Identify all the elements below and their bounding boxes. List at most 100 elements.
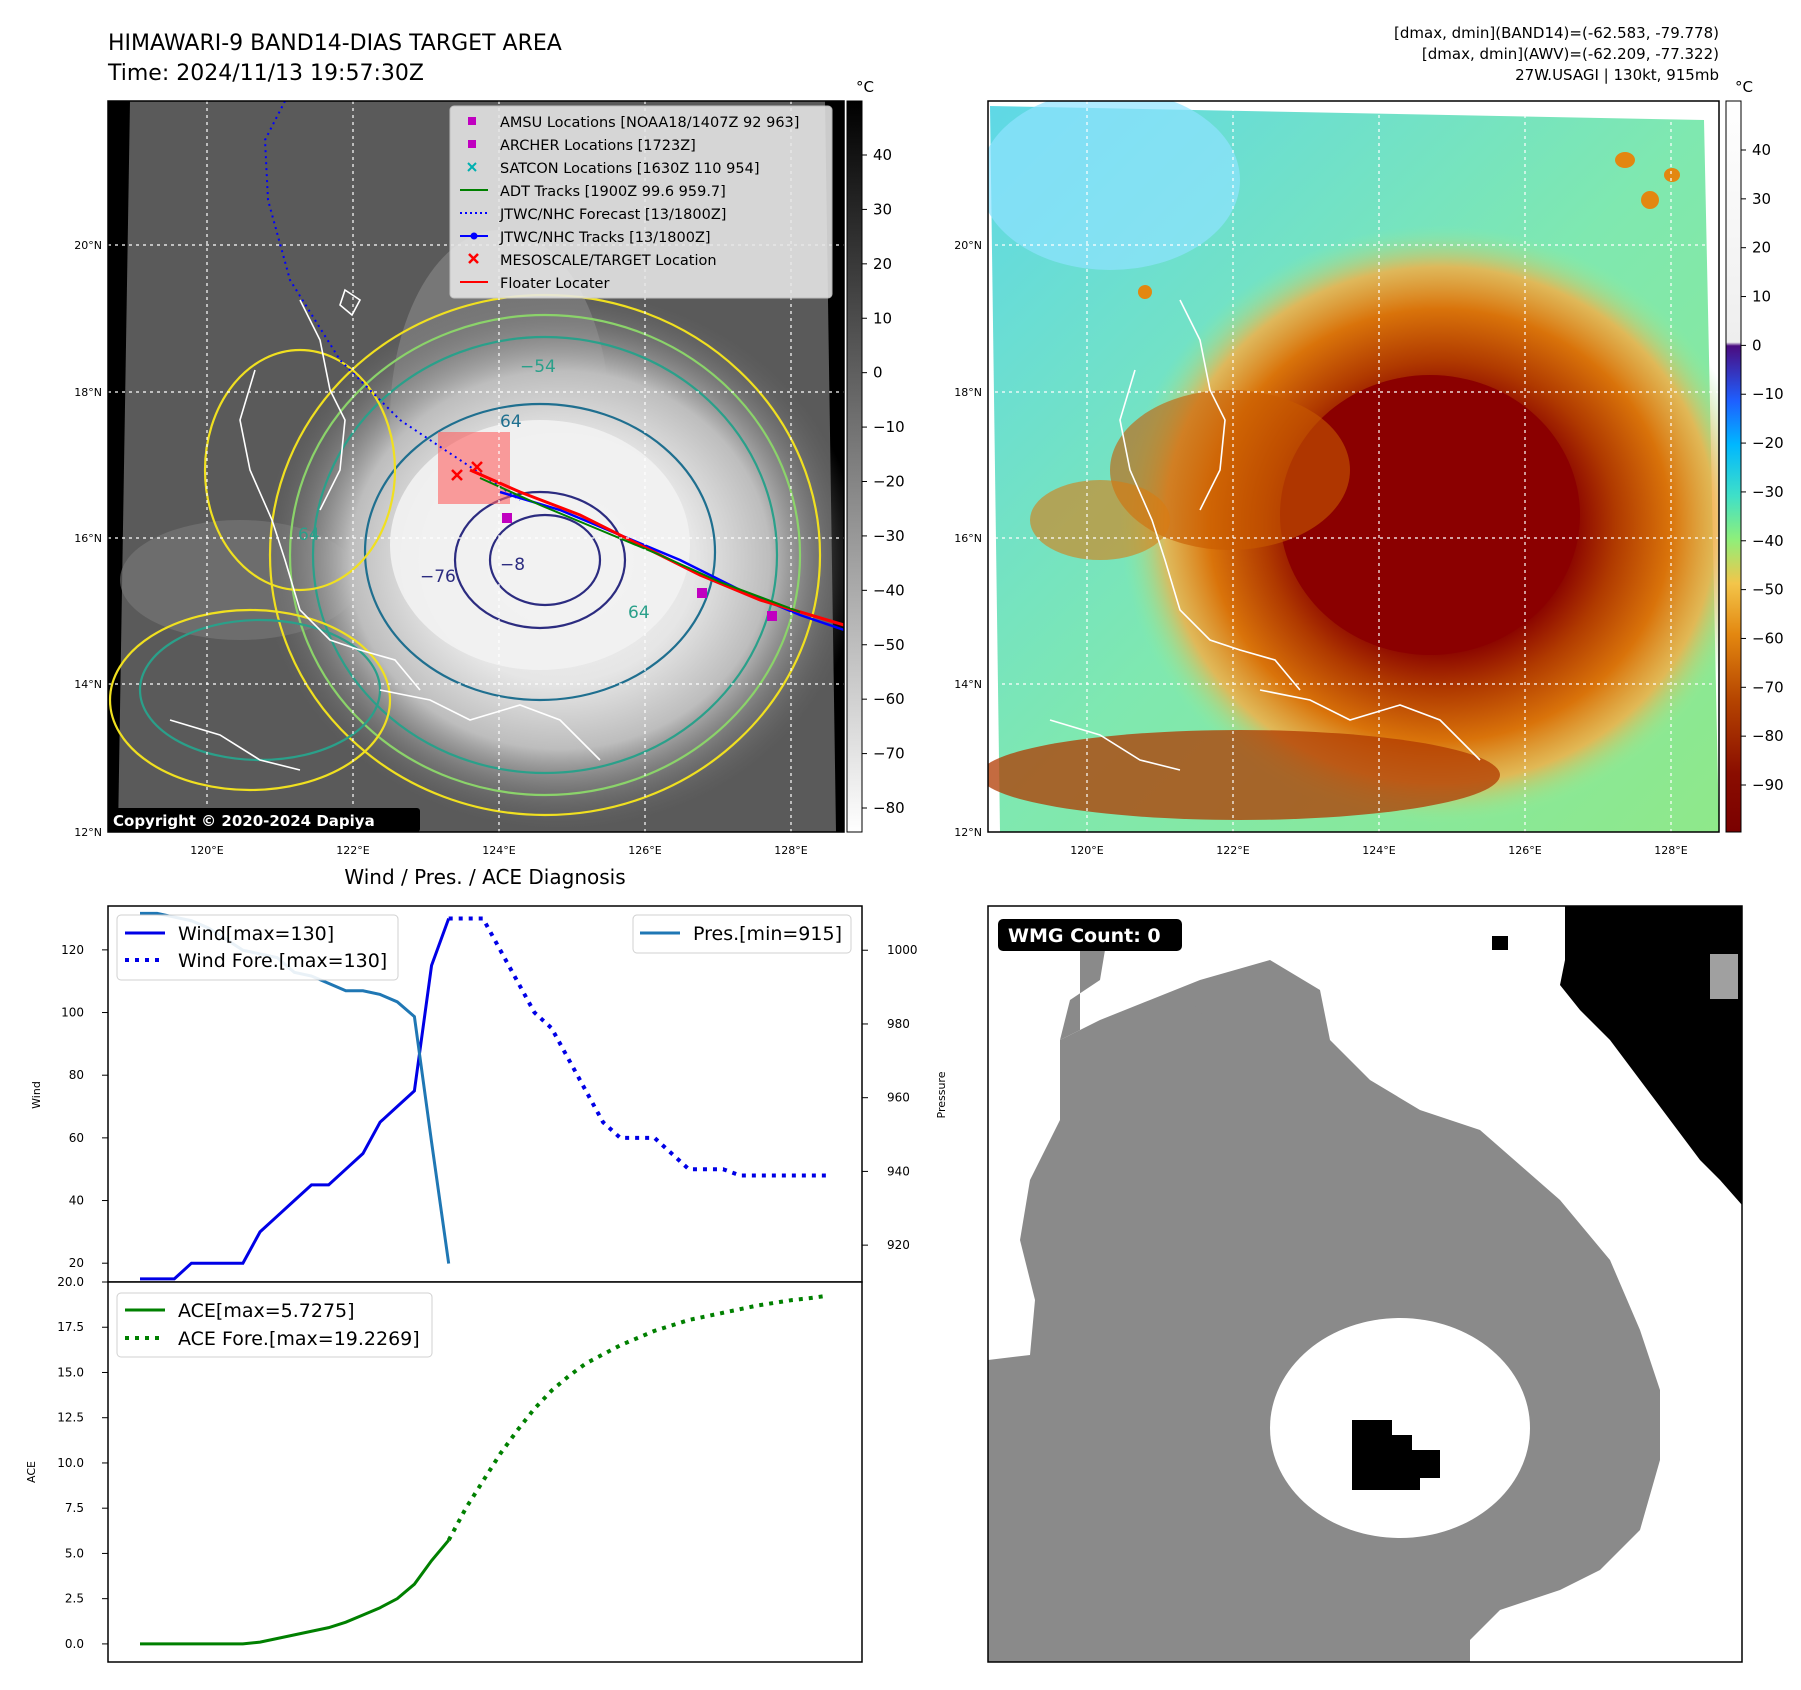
legend-label: ACE[max=5.7275] — [178, 1300, 355, 1322]
lon-tick-label: 122°E — [1216, 844, 1249, 857]
y-tick-label: 15.0 — [57, 1365, 84, 1379]
y-tick-label: 7.5 — [65, 1501, 84, 1515]
colorbar-tick-label: −10 — [1752, 385, 1784, 403]
y-tick-label: 0.0 — [65, 1637, 84, 1651]
lon-tick-label: 120°E — [190, 844, 223, 857]
info-line1: [dmax, dmin](BAND14)=(-62.583, -79.778) — [1394, 24, 1719, 42]
colorbar-tick-label: 0 — [1752, 336, 1762, 354]
pressure-legend: Pres.[min=915] — [632, 914, 852, 954]
legend-marker-tracks-dot — [470, 232, 478, 240]
colorbar-tick-label: −50 — [873, 636, 905, 654]
contour-label: 64 — [500, 412, 522, 432]
colorbar-tick-label: 0 — [873, 364, 883, 382]
colorbar-tick-label: 20 — [873, 255, 892, 273]
legend-label: ARCHER Locations [1723Z] — [500, 138, 696, 154]
lat-tick-label: 20°N — [954, 239, 982, 252]
y2-tick-label: 920 — [887, 1238, 910, 1252]
colorbar-tick-label: −30 — [1752, 483, 1784, 501]
lon-tick-label: 128°E — [1654, 844, 1687, 857]
colorbar-tick-label: 30 — [1752, 190, 1771, 208]
lon-tick-label: 126°E — [628, 844, 661, 857]
y2-tick-label: 940 — [887, 1164, 910, 1178]
copyright: Copyright © 2020-2024 Dapiya — [113, 812, 375, 830]
wmg-panel: WMG Count: 0 — [987, 905, 1743, 1663]
contour-label: −76 — [420, 567, 456, 587]
lon-tick-label: 126°E — [1508, 844, 1541, 857]
y-tick-label: 5.0 — [65, 1546, 84, 1560]
chart-title: Wind / Pres. / ACE Diagnosis — [344, 865, 625, 889]
lon-tick-label: 122°E — [336, 844, 369, 857]
lon-tick-label: 124°E — [1362, 844, 1395, 857]
colorbar-tick-label: 10 — [873, 309, 892, 327]
legend-label: SATCON Locations [1630Z 110 954] — [500, 161, 759, 177]
map-legend: AMSU Locations [NOAA18/1407Z 92 963] ARC… — [449, 105, 833, 299]
legend-label: JTWC/NHC Forecast [13/1800Z] — [499, 207, 726, 223]
y2-tick-label: 960 — [887, 1091, 910, 1105]
colorbar-tick-label: −90 — [1752, 776, 1784, 794]
ace-chart: 0.0 2.5 5.0 7.5 10.0 12.5 15.0 17.5 20.0 ACE ACE… — [25, 1275, 863, 1663]
lat-tick-label: 14°N — [954, 678, 982, 691]
colorbar-tick-label: −80 — [1752, 727, 1784, 745]
lat-tick-label: 16°N — [954, 532, 982, 545]
y-tick-label: 120 — [61, 943, 84, 957]
y-tick-label: 10.0 — [57, 1456, 84, 1470]
colorbar-tick-label: 30 — [873, 200, 892, 218]
lat-tick-label: 18°N — [954, 386, 982, 399]
lat-tick-label: 14°N — [74, 678, 102, 691]
y-tick-label: 20.0 — [57, 1275, 84, 1289]
colorbar-tick-label: −50 — [1752, 581, 1784, 599]
awv-colorbar-unit: °C — [1735, 78, 1753, 96]
lon-tick-label: 124°E — [482, 844, 515, 857]
y-tick-label: 12.5 — [57, 1411, 84, 1425]
wind-pressure-chart: 20 40 60 80 100 120 920 940 960 980 1000 Wind Pre… — [30, 905, 948, 1283]
y-tick-label: 100 — [61, 1006, 84, 1020]
ir-colorbar-unit: °C — [856, 78, 874, 96]
legend-label: JTWC/NHC Tracks [13/1800Z] — [499, 230, 711, 246]
legend-label: AMSU Locations [NOAA18/1407Z 92 963] — [500, 115, 799, 131]
y-tick-label: 2.5 — [65, 1592, 84, 1606]
colorbar-tick-label: 10 — [1752, 288, 1771, 306]
lon-tick-label: 120°E — [1070, 844, 1103, 857]
contour-label: 64 — [628, 603, 650, 623]
y2-tick-label: 1000 — [887, 943, 918, 957]
colorbar-tick-label: −60 — [1752, 629, 1784, 647]
info-line2: [dmax, dmin](AWV)=(-62.209, -77.322) — [1422, 45, 1719, 63]
y-tick-label: 80 — [69, 1068, 84, 1082]
awv-colorbar: °C 40 30 20 10 0 −10 −20 −30 −40 −50 −60 −70 −80 −90 — [1725, 78, 1784, 833]
colorbar-tick-label: −20 — [873, 473, 905, 491]
legend-marker-mesoscale — [468, 253, 479, 264]
series-line-wind-fore- — [448, 916, 826, 1178]
series-line-wind — [140, 918, 451, 1281]
wind-legend: Wind[max=130] Wind Fore.[max=130] — [116, 914, 399, 981]
legend-label: Wind Fore.[max=130] — [178, 950, 387, 972]
wind-axis-label: Wind — [30, 1081, 43, 1109]
legend-label: Wind[max=130] — [178, 923, 334, 945]
colorbar-tick-label: −60 — [873, 690, 905, 708]
ir-colorbar: °C 40 30 20 10 0 −10 −20 −30 −40 −50 −60 −70 −80 — [846, 78, 905, 833]
ace-axis-label: ACE — [25, 1461, 38, 1483]
y-tick-label: 40 — [69, 1194, 84, 1208]
lat-tick-label: 12°N — [74, 826, 102, 839]
info-line3: 27W.USAGI | 130kt, 915mb — [1515, 66, 1719, 84]
wmg-count-label: WMG Count: 0 — [1008, 925, 1161, 947]
legend-marker-amsu — [468, 117, 476, 125]
legend-label: Pres.[min=915] — [693, 923, 842, 945]
lon-tick-label: 128°E — [774, 844, 807, 857]
y-tick-label: 20 — [69, 1256, 84, 1270]
series-line-ace-fore- — [446, 1293, 827, 1542]
colorbar-tick-label: 20 — [1752, 239, 1771, 257]
contour-label: −8 — [500, 555, 525, 575]
contour-label: 64 — [298, 525, 320, 545]
colorbar-tick-label: −20 — [1752, 434, 1784, 452]
colorbar-tick-label: −80 — [873, 799, 905, 817]
figure-title-line1: HIMAWARI-9 BAND14-DIAS TARGET AREA — [108, 31, 562, 56]
legend-label: Floater Locater — [500, 276, 609, 292]
colorbar-tick-label: −40 — [873, 581, 905, 599]
y2-tick-label: 980 — [887, 1017, 910, 1031]
lat-tick-label: 18°N — [74, 386, 102, 399]
ace-legend: ACE[max=5.7275] ACE Fore.[max=19.2269] — [116, 1292, 433, 1358]
contour-label: −54 — [520, 357, 556, 377]
lat-tick-label: 16°N — [74, 532, 102, 545]
y-tick-label: 17.5 — [57, 1320, 84, 1334]
colorbar-tick-label: −70 — [873, 745, 905, 763]
